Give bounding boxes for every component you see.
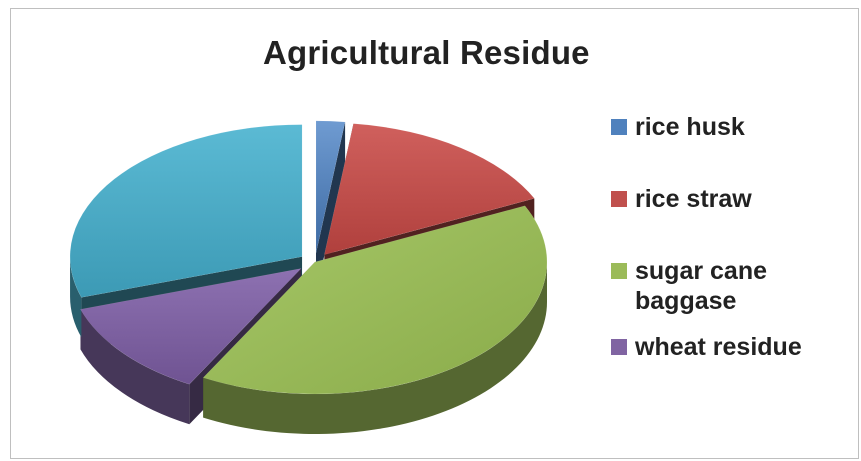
- legend-label: wheat residue: [635, 333, 802, 361]
- legend-label: sugar cane baggase: [635, 257, 768, 315]
- pie-slice-wall-rice-husk-1: [316, 121, 346, 293]
- legend-item-sugar-cane-baggase: sugar cane baggase: [611, 256, 835, 316]
- pie-slice-unlabeled: [69, 124, 303, 298]
- pie-slice-rice-husk: [315, 120, 346, 253]
- legend-label: rice straw: [635, 185, 752, 213]
- pie-slice-sugar-cane-baggase: [202, 205, 548, 395]
- legend-swatch-rice-straw: [611, 191, 627, 207]
- pie-slice-wheat-residue: [80, 268, 302, 385]
- pie-slice-rice-straw: [324, 123, 535, 255]
- legend-label: rice husk: [635, 113, 745, 141]
- pie-slice-side-unlabeled: [70, 256, 82, 338]
- pie-top-layer: [69, 120, 548, 395]
- legend-swatch-rice-husk: [611, 119, 627, 135]
- pie-slice-side-wheat-residue: [80, 309, 190, 425]
- legend-swatch-sugar-cane-baggase: [611, 263, 627, 279]
- legend-item-wheat-residue: wheat residue: [611, 332, 835, 362]
- legend-swatch-wheat-residue: [611, 339, 627, 355]
- legend-item-rice-husk: rice husk: [611, 112, 835, 142]
- pie-slice-side-sugar-cane-baggase: [203, 262, 547, 434]
- chart-title: Agricultural Residue: [263, 34, 590, 71]
- legend-item-rice-straw: rice straw: [611, 184, 835, 214]
